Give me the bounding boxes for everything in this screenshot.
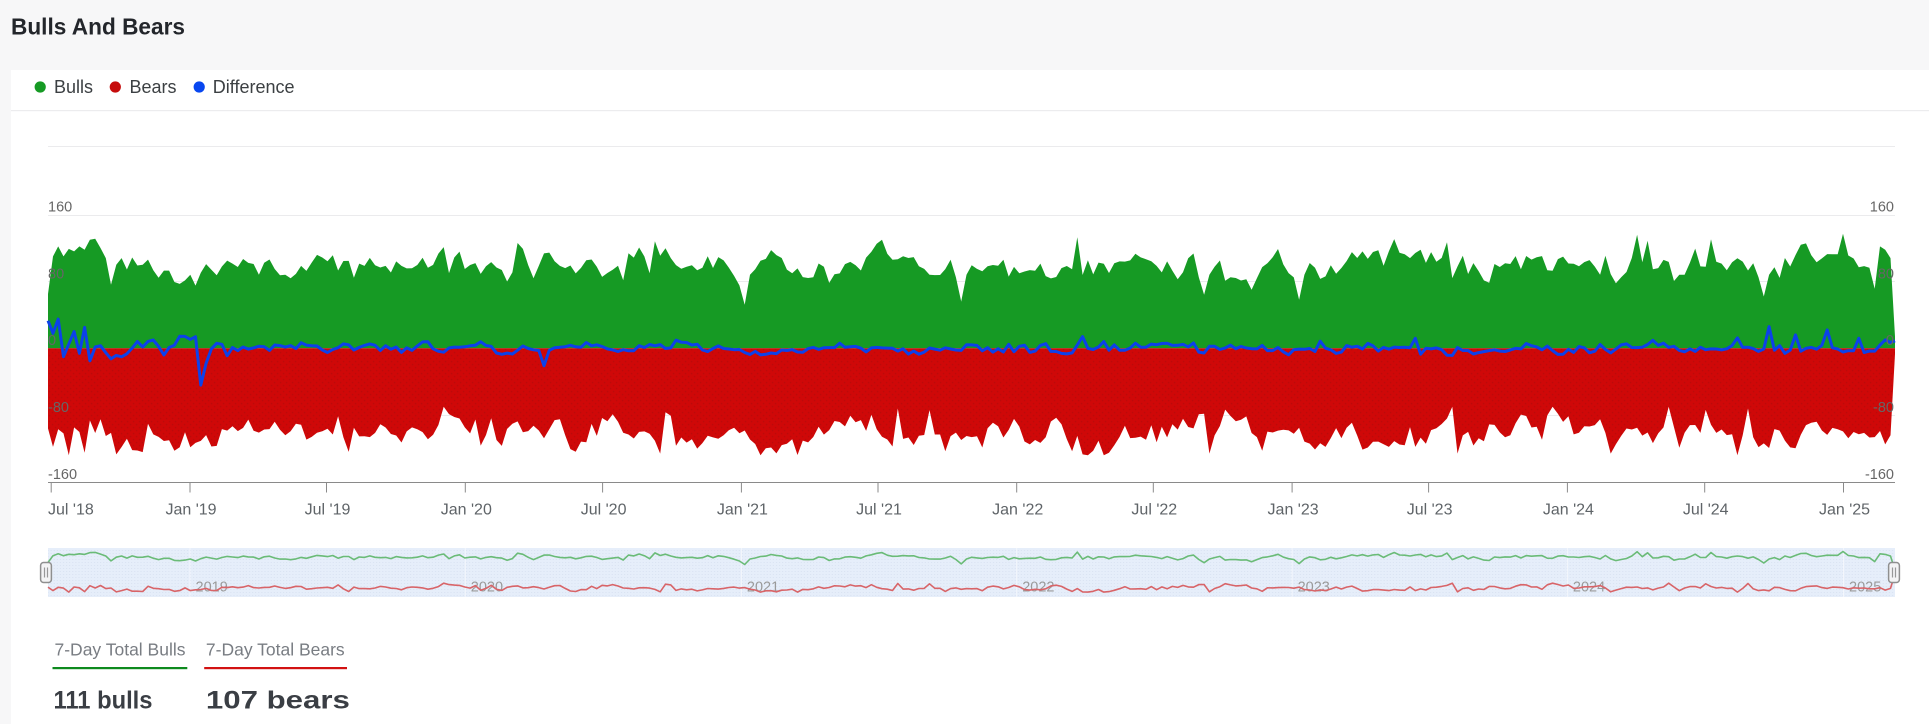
svg-text:-80: -80 (48, 400, 69, 416)
svg-text:Jul '19: Jul '19 (305, 502, 351, 519)
svg-text:111 bulls: 111 bulls (54, 687, 153, 715)
svg-text:Jan '20: Jan '20 (441, 502, 492, 519)
svg-text:7-Day Total Bulls: 7-Day Total Bulls (55, 640, 186, 660)
svg-text:0: 0 (48, 333, 56, 349)
svg-text:-80: -80 (1873, 400, 1894, 416)
svg-text:-160: -160 (1865, 467, 1894, 483)
svg-text:Jan '23: Jan '23 (1268, 502, 1319, 519)
svg-text:Jul '23: Jul '23 (1407, 502, 1453, 519)
svg-text:160: 160 (1870, 199, 1894, 215)
svg-text:107 bears: 107 bears (206, 687, 350, 715)
svg-text:Bulls: Bulls (54, 77, 93, 97)
svg-text:0: 0 (1886, 333, 1894, 349)
svg-text:Bulls And Bears: Bulls And Bears (11, 14, 185, 40)
svg-text:Jul '24: Jul '24 (1683, 502, 1729, 519)
svg-text:Jan '24: Jan '24 (1543, 502, 1594, 519)
svg-text:-160: -160 (48, 467, 77, 483)
svg-text:Difference: Difference (213, 77, 295, 97)
svg-text:Jul '22: Jul '22 (1131, 502, 1177, 519)
svg-text:Jan '22: Jan '22 (992, 502, 1043, 519)
svg-text:2022: 2022 (1022, 580, 1054, 596)
svg-text:Jan '25: Jan '25 (1819, 502, 1870, 519)
svg-text:2021: 2021 (747, 580, 779, 596)
svg-text:7-Day Total Bears: 7-Day Total Bears (206, 640, 345, 660)
svg-text:2019: 2019 (196, 580, 228, 596)
svg-text:Jul '20: Jul '20 (581, 502, 627, 519)
svg-text:160: 160 (48, 199, 72, 215)
svg-text:Bears: Bears (130, 77, 177, 97)
svg-text:Jan '19: Jan '19 (165, 502, 216, 519)
svg-text:Jul '18: Jul '18 (48, 502, 94, 519)
svg-text:2023: 2023 (1298, 580, 1330, 596)
svg-text:80: 80 (48, 266, 64, 282)
svg-text:Jan '21: Jan '21 (717, 502, 768, 519)
svg-text:80: 80 (1878, 266, 1894, 282)
svg-text:Jul '21: Jul '21 (856, 502, 902, 519)
